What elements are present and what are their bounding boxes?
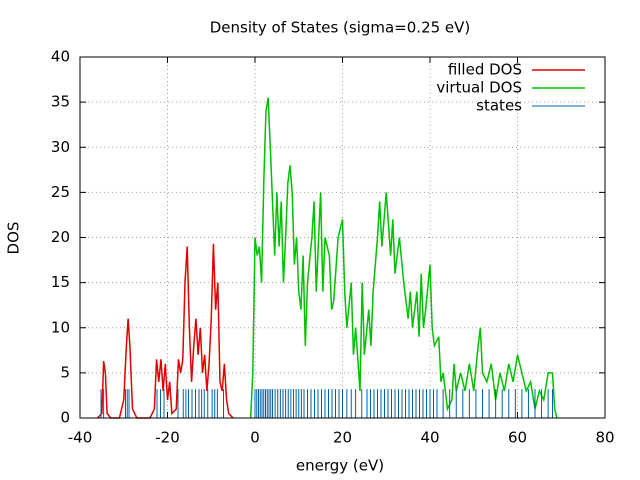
x-tick-label: 60 [508,429,527,447]
y-tick-label: 15 [51,273,70,291]
y-tick-label: 10 [51,318,70,336]
y-tick-label: 0 [60,409,70,427]
x-tick-label: 80 [595,429,614,447]
y-tick-label: 20 [51,228,70,246]
y-axis-label: DOS [5,222,23,255]
y-tick-label: 40 [51,48,70,66]
legend-label: states [476,97,522,115]
plot-border [79,56,606,419]
chart-title: Density of States (sigma=0.25 eV) [210,19,471,37]
x-tick-label: 40 [420,429,439,447]
y-tick-label: 35 [51,93,70,111]
x-tick-label: -20 [155,429,180,447]
x-tick-label: 0 [250,429,260,447]
legend-label: virtual DOS [436,79,522,97]
y-tick-label: 5 [60,363,70,381]
x-tick-label: 20 [333,429,352,447]
x-axis-label: energy (eV) [296,457,384,475]
dos-line [249,97,558,419]
legend-label: filled DOS [448,61,522,79]
y-tick-label: 25 [51,183,70,201]
dos-line [96,243,234,419]
x-tick-label: -40 [68,429,93,447]
y-tick-label: 30 [51,138,70,156]
